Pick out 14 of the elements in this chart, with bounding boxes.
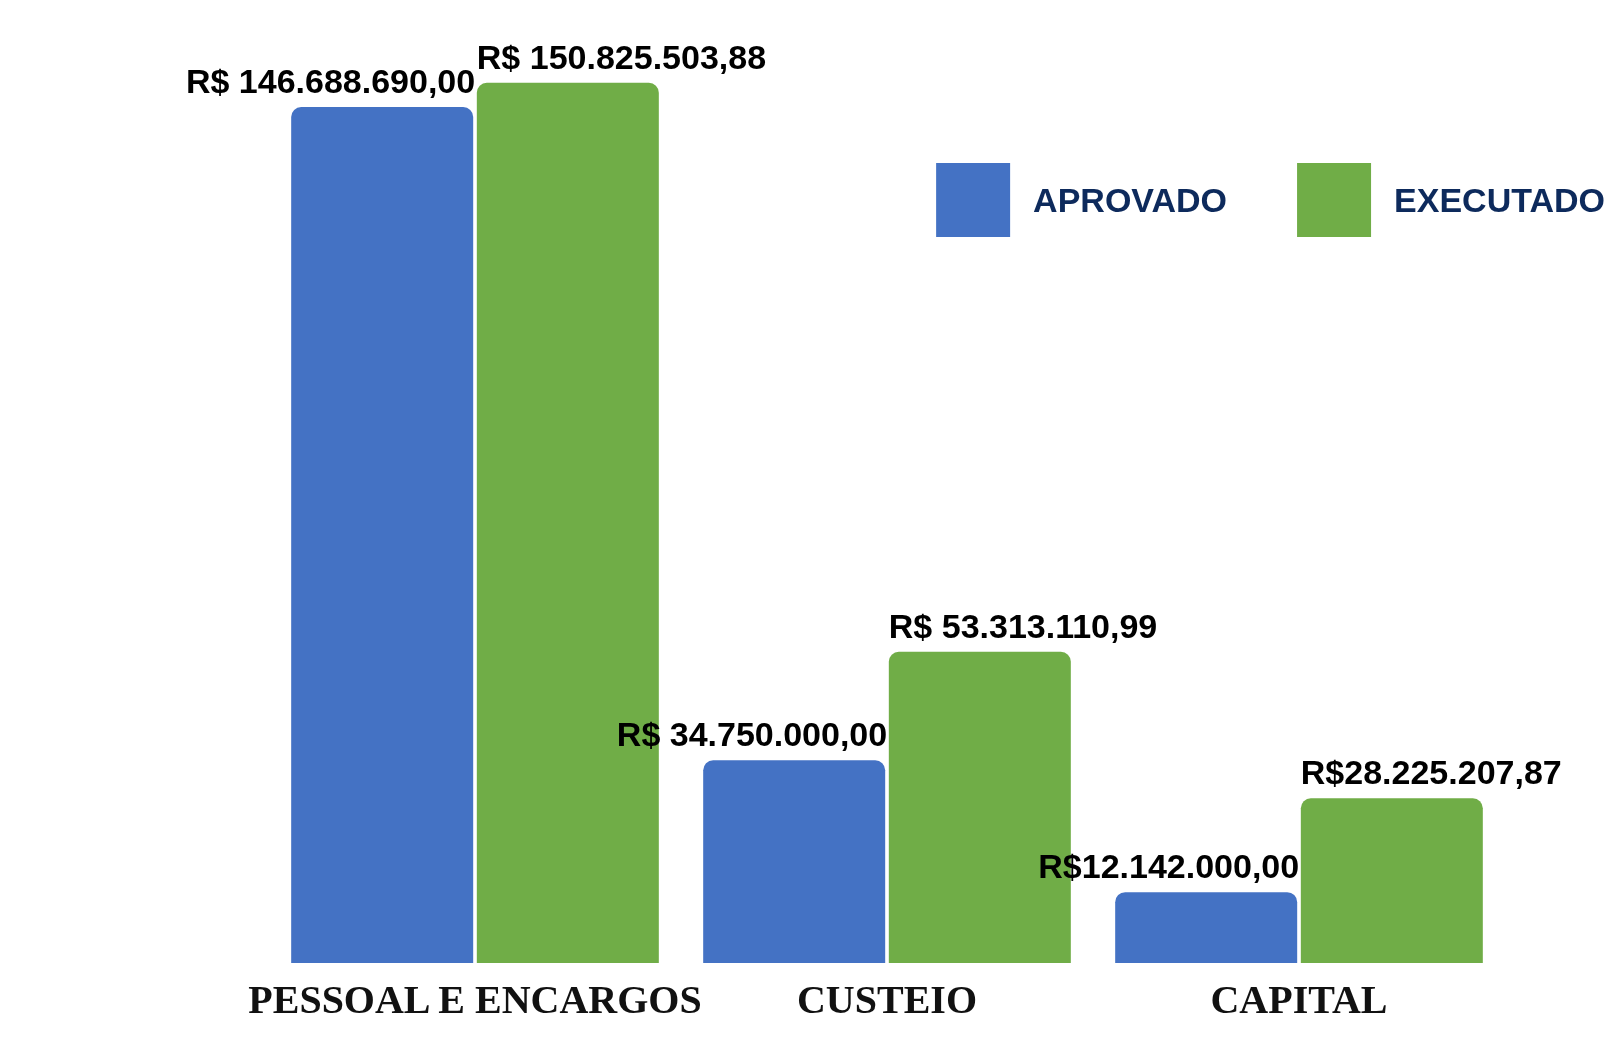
bar: [291, 106, 474, 963]
bar: [1300, 798, 1483, 963]
x-tick-label: PESSOAL E ENCARGOS: [248, 976, 702, 1022]
x-tick-label: CAPITAL: [1210, 976, 1388, 1022]
data-label: R$ 53.313.110,99: [888, 606, 1158, 645]
bar: [476, 82, 659, 963]
bar: [703, 760, 886, 963]
legend-label: APROVADO: [1033, 181, 1228, 219]
x-tick-label: CUSTEIO: [796, 976, 978, 1022]
data-label: R$28.225.207,87: [1300, 753, 1562, 792]
data-label: R$ 146.688.690,00: [185, 61, 476, 100]
data-label: R$ 150.825.503,88: [476, 37, 767, 76]
bar: [1115, 892, 1298, 963]
legend-label: EXECUTADO: [1394, 181, 1606, 219]
